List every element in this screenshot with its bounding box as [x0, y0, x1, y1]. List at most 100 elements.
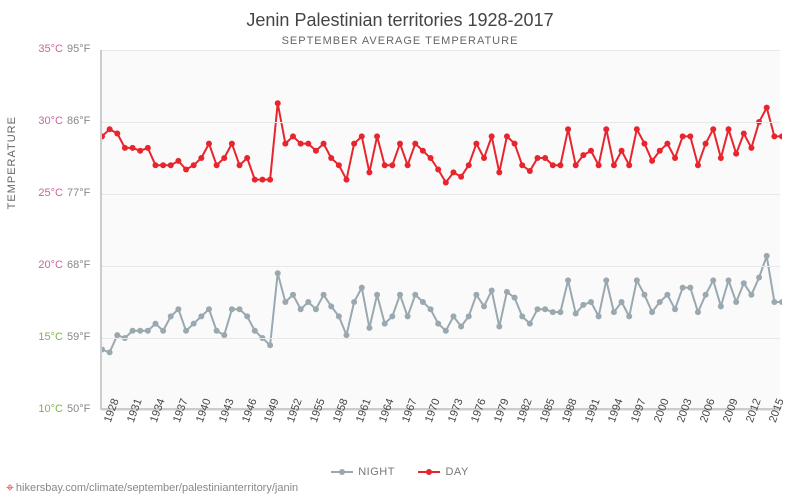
series-point-day	[687, 133, 693, 139]
y2-tick-label: 59°F	[67, 331, 90, 343]
series-point-night	[519, 313, 525, 319]
series-point-night	[573, 311, 579, 317]
series-point-day	[168, 162, 174, 168]
series-point-night	[397, 292, 403, 298]
series-point-day	[557, 162, 563, 168]
series-point-day	[229, 141, 235, 147]
series-point-day	[634, 126, 640, 132]
series-point-day	[130, 145, 136, 151]
series-point-night	[718, 303, 724, 309]
series-point-night	[680, 285, 686, 291]
series-point-night	[102, 347, 105, 353]
series-point-day	[313, 148, 319, 154]
legend-item-day: DAY	[418, 466, 468, 478]
series-point-day	[626, 162, 632, 168]
series-point-night	[328, 303, 334, 309]
series-point-night	[695, 309, 701, 315]
y1-tick-label: 15°C	[35, 331, 63, 343]
series-point-night	[359, 285, 365, 291]
series-point-night	[443, 328, 449, 334]
series-point-day	[405, 162, 411, 168]
credits-text: hikersbay.com/climate/september/palestin…	[16, 482, 298, 494]
series-point-day	[374, 133, 380, 139]
chart-container: Jenin Palestinian territories 1928-2017 …	[0, 0, 800, 500]
series-point-night	[710, 277, 716, 283]
series-point-day	[695, 162, 701, 168]
y1-tick-label: 25°C	[35, 187, 63, 199]
series-point-night	[374, 292, 380, 298]
series-point-night	[634, 277, 640, 283]
y2-tick-label: 86°F	[67, 115, 90, 127]
series-point-day	[351, 141, 357, 147]
series-point-night	[152, 321, 158, 327]
chart-subtitle: SEPTEMBER AVERAGE TEMPERATURE	[0, 31, 800, 47]
pin-icon: ⌖	[6, 479, 14, 496]
series-point-night	[458, 323, 464, 329]
series-point-night	[130, 328, 136, 334]
series-point-night	[428, 306, 434, 312]
legend: NIGHT DAY	[0, 464, 800, 478]
series-point-day	[710, 126, 716, 132]
series-point-day	[473, 141, 479, 147]
series-point-day	[779, 133, 782, 139]
series-point-night	[206, 306, 212, 312]
series-point-day	[733, 151, 739, 157]
series-point-day	[206, 141, 212, 147]
y-axis-title: TEMPERATURE	[6, 116, 18, 209]
series-point-night	[596, 313, 602, 319]
series-point-night	[298, 306, 304, 312]
legend-label-night: NIGHT	[358, 466, 395, 478]
series-point-day	[366, 169, 372, 175]
series-point-day	[596, 162, 602, 168]
y2-tick-label: 77°F	[67, 187, 90, 199]
y1-tick-label: 30°C	[35, 115, 63, 127]
series-point-night	[703, 292, 709, 298]
series-point-night	[214, 328, 220, 334]
series-point-night	[336, 313, 342, 319]
series-point-night	[275, 270, 281, 276]
series-point-day	[305, 141, 311, 147]
series-point-night	[535, 306, 541, 312]
series-point-night	[237, 306, 243, 312]
series-point-night	[137, 328, 143, 334]
series-point-night	[466, 313, 472, 319]
series-point-day	[328, 155, 334, 161]
series-point-night	[726, 277, 732, 283]
series-point-day	[680, 133, 686, 139]
series-point-day	[466, 162, 472, 168]
series-point-night	[435, 321, 441, 327]
series-point-day	[221, 155, 227, 161]
series-point-night	[489, 287, 495, 293]
series-point-night	[733, 299, 739, 305]
series-point-night	[619, 299, 625, 305]
series-point-day	[435, 167, 441, 173]
series-point-day	[397, 141, 403, 147]
y1-tick-label: 10°C	[35, 403, 63, 415]
series-point-day	[611, 162, 617, 168]
series-point-day	[298, 141, 304, 147]
series-point-day	[443, 179, 449, 185]
series-point-day	[214, 162, 220, 168]
series-point-night	[450, 313, 456, 319]
series-point-day	[565, 126, 571, 132]
series-point-night	[588, 299, 594, 305]
series-point-day	[703, 141, 709, 147]
series-point-day	[496, 169, 502, 175]
series-point-night	[764, 253, 770, 259]
series-point-night	[145, 328, 151, 334]
series-point-night	[321, 292, 327, 298]
series-point-night	[557, 309, 563, 315]
series-point-night	[649, 309, 655, 315]
series-point-day	[183, 167, 189, 173]
legend-swatch-night	[331, 471, 353, 473]
series-point-day	[588, 148, 594, 154]
series-point-night	[267, 342, 273, 348]
series-point-day	[259, 177, 265, 183]
series-point-night	[512, 295, 518, 301]
series-point-day	[748, 145, 754, 151]
series-point-day	[152, 162, 158, 168]
series-point-night	[565, 277, 571, 283]
series-point-night	[282, 299, 288, 305]
series-point-night	[107, 349, 113, 355]
series-point-night	[657, 299, 663, 305]
